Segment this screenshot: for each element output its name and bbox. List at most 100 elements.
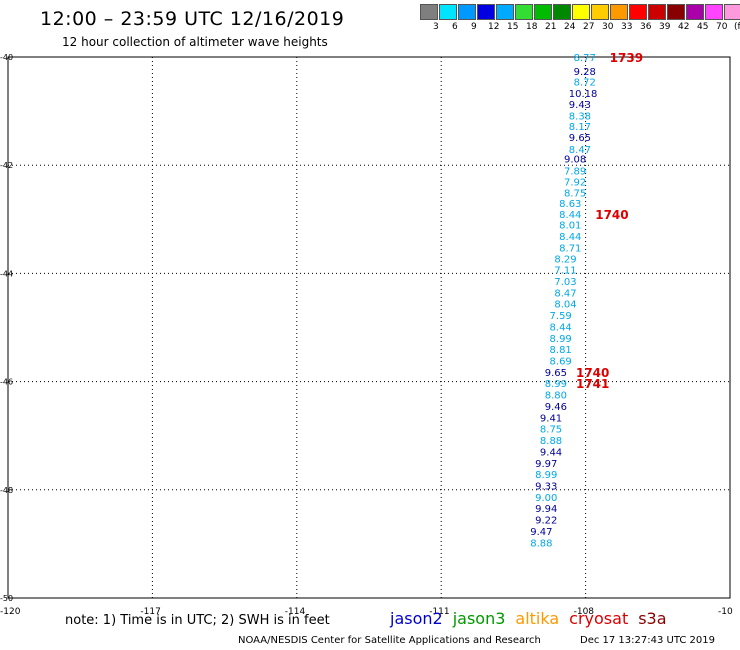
wave-height-label: 8.72 [574,77,596,88]
color-swatch [705,4,723,20]
time-label: 1741 [576,377,609,391]
color-legend-label: 30 [602,22,614,32]
wave-height-label: 9.28 [574,67,596,78]
y-tick-label: -48 [0,486,13,495]
satellite-jason2: jason2 [390,609,443,628]
wave-height-label: 8.44 [559,232,581,243]
wave-height-label: 8.29 [554,254,576,265]
wave-height-label: 8.47 [569,145,591,156]
wave-height-label: 8.38 [569,111,591,122]
time-label: 1740 [595,208,628,222]
color-swatch [667,4,685,20]
wave-height-label: 9.65 [545,368,567,379]
credit-line: NOAA/NESDIS Center for Satellite Applica… [238,635,541,646]
color-swatch [515,4,533,20]
color-swatch [629,4,647,20]
satellite-jason3: jason3 [452,609,506,628]
wave-height-label: 9.33 [535,481,557,492]
footnote: note: 1) Time is in UTC; 2) SWH is in fe… [65,613,330,628]
satellite-s3a: s3a [638,609,667,628]
y-tick-label: -46 [0,378,13,387]
color-swatch [420,4,438,20]
color-legend-label: 12 [488,22,500,32]
wave-height-label: 8.69 [550,357,572,368]
wave-height-label: 9.43 [569,100,591,111]
wave-height-label: 9.41 [540,413,562,424]
color-swatch [553,4,571,20]
color-swatch [686,4,704,20]
wave-height-label: 7.11 [554,266,576,277]
timestamp: Dec 17 13:27:43 UTC 2019 [580,635,715,646]
wave-height-label: 9.97 [535,459,557,470]
color-legend-label: 18 [526,22,538,32]
plot-frame [7,56,731,599]
y-tick-label: -44 [0,269,13,278]
wave-height-label: 7.92 [564,177,586,188]
x-tick-label: -111 [429,607,449,617]
color-legend-label: 21 [545,22,557,32]
color-swatch [610,4,628,20]
x-tick-label: -10 [718,607,733,617]
wave-height-label: 7.89 [564,167,586,178]
wave-height-label: 8.88 [540,436,562,447]
wave-height-label: 8.47 [554,288,576,299]
wave-height-label: 7.59 [550,311,572,322]
wave-height-label: 8.99 [545,379,567,390]
wave-height-label: 8.63 [559,199,581,210]
color-legend-label: 42 [678,22,690,32]
color-legend-label: 3 [433,22,439,32]
color-legend-label: 15 [507,22,519,32]
time-label: 1739 [610,51,643,65]
color-swatch [534,4,552,20]
wave-height-label: 8.80 [545,391,567,402]
time-label: 1740 [576,366,609,380]
wave-height-label: 8.44 [550,322,572,333]
color-swatch [496,4,514,20]
satellite-altika: altika [515,609,560,628]
wave-height-label: 8.99 [550,334,572,345]
chart-title: 12:00 – 23:59 UTC 12/16/2019 [40,8,345,30]
color-legend-label: 24 [564,22,576,32]
color-legend-label: 33 [621,22,633,32]
color-legend-label: (ft) [734,22,740,32]
color-legend-label: 45 [697,22,709,32]
y-tick-label: -50 [0,594,13,603]
chart-subtitle: 12 hour collection of altimeter wave hei… [62,35,328,49]
color-legend-bar [420,4,740,22]
wave-height-label: 8.75 [564,188,586,199]
x-tick-label: -108 [574,607,595,617]
wave-height-label: 9.08 [564,155,586,166]
y-tick-label: -40 [0,53,13,62]
color-legend-label: 39 [659,22,671,32]
y-tick-label: -42 [0,161,13,170]
color-legend-label: 27 [583,22,595,32]
color-swatch [591,4,609,20]
wave-height-label: 9.22 [535,516,557,527]
color-swatch [724,4,740,20]
x-tick-label: -114 [285,607,306,617]
satellite-legend: jason2 jason3 altika cryosat s3a [390,609,677,628]
color-legend-label: 6 [452,22,458,32]
wave-height-label: 8.99 [535,470,557,481]
color-swatch [648,4,666,20]
wave-height-label: 8.44 [559,210,581,221]
wave-height-label: 8.71 [559,243,581,254]
wave-height-label: 8.17 [569,122,591,133]
wave-height-label: 9.65 [569,133,591,144]
x-tick-label: -117 [140,607,160,617]
wave-height-label: 10.18 [569,89,598,100]
wave-height-label: 8.75 [540,425,562,436]
color-swatch [458,4,476,20]
color-legend-label: 9 [471,22,477,32]
satellite-cryosat: cryosat [569,609,629,628]
wave-height-label: 8.01 [559,221,581,232]
color-legend-label: 70 [716,22,728,32]
color-swatch [572,4,590,20]
wave-height-label: 9.46 [545,402,567,413]
color-swatch [439,4,457,20]
wave-height-label: 9.00 [535,493,557,504]
x-tick-label: -120 [0,607,21,617]
wave-height-label: 7.03 [554,277,576,288]
wave-height-label: 8.88 [530,538,552,549]
